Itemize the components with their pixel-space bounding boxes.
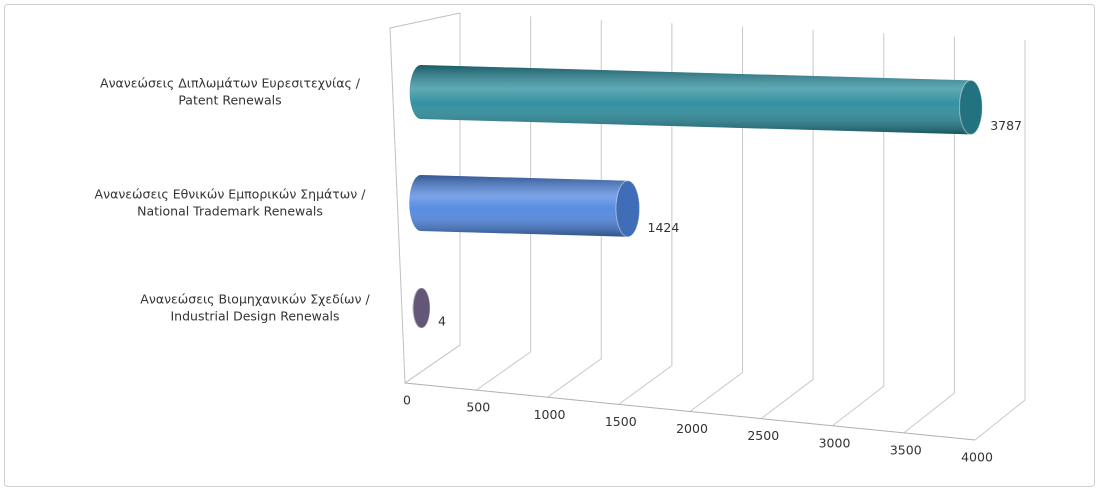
grid-line (475, 16, 532, 391)
y-tick-label: National Trademark Renewals (137, 204, 323, 219)
bar (412, 287, 431, 329)
bar-cap (615, 180, 641, 238)
x-tick-label: 3500 (890, 442, 922, 457)
grid-line (547, 19, 602, 398)
bar (409, 175, 641, 238)
grid-line (760, 29, 814, 420)
x-tick-label: 1500 (605, 414, 637, 429)
y-tick-label: Ανανεώσεις Εθνικών Εμπορικών Σημάτων / (95, 187, 367, 202)
grid-line (689, 26, 743, 412)
bar-cap-shade (413, 288, 430, 329)
grid-line (903, 36, 955, 434)
y-tick-label: Ανανεώσεις Διπλωμάτων Ευρεσιτεχνίας / (100, 76, 361, 91)
y-tick-label: Industrial Design Renewals (170, 309, 339, 324)
x-tick-label: 500 (466, 400, 490, 415)
x-tick-label: 2000 (676, 421, 708, 436)
grid-line (974, 40, 1026, 441)
y-tick-label: Patent Renewals (178, 93, 281, 108)
bar-cap-shade (616, 180, 640, 237)
grid-line (404, 13, 461, 384)
x-axis (404, 382, 976, 441)
bar (409, 65, 983, 135)
x-tick-label: 3000 (819, 435, 851, 450)
value-label: 3787 (990, 118, 1022, 133)
x-tick-label: 1000 (534, 407, 566, 422)
grid-line (618, 23, 673, 405)
value-label: 1424 (648, 220, 680, 235)
grid-line (832, 33, 885, 427)
x-tick-label: 4000 (961, 450, 993, 465)
x-tick-label: 0 (403, 393, 411, 408)
bar-shade (409, 65, 983, 135)
bar-cap (959, 79, 983, 135)
x-tick-label: 2500 (747, 428, 779, 443)
bar-cap (412, 287, 431, 329)
bar-cap-shade (959, 80, 983, 135)
y-tick-label: Ανανεώσεις Βιομηχανικών Σχεδίων / (140, 292, 370, 307)
bar-shade (409, 175, 640, 237)
value-label: 4 (438, 314, 446, 329)
